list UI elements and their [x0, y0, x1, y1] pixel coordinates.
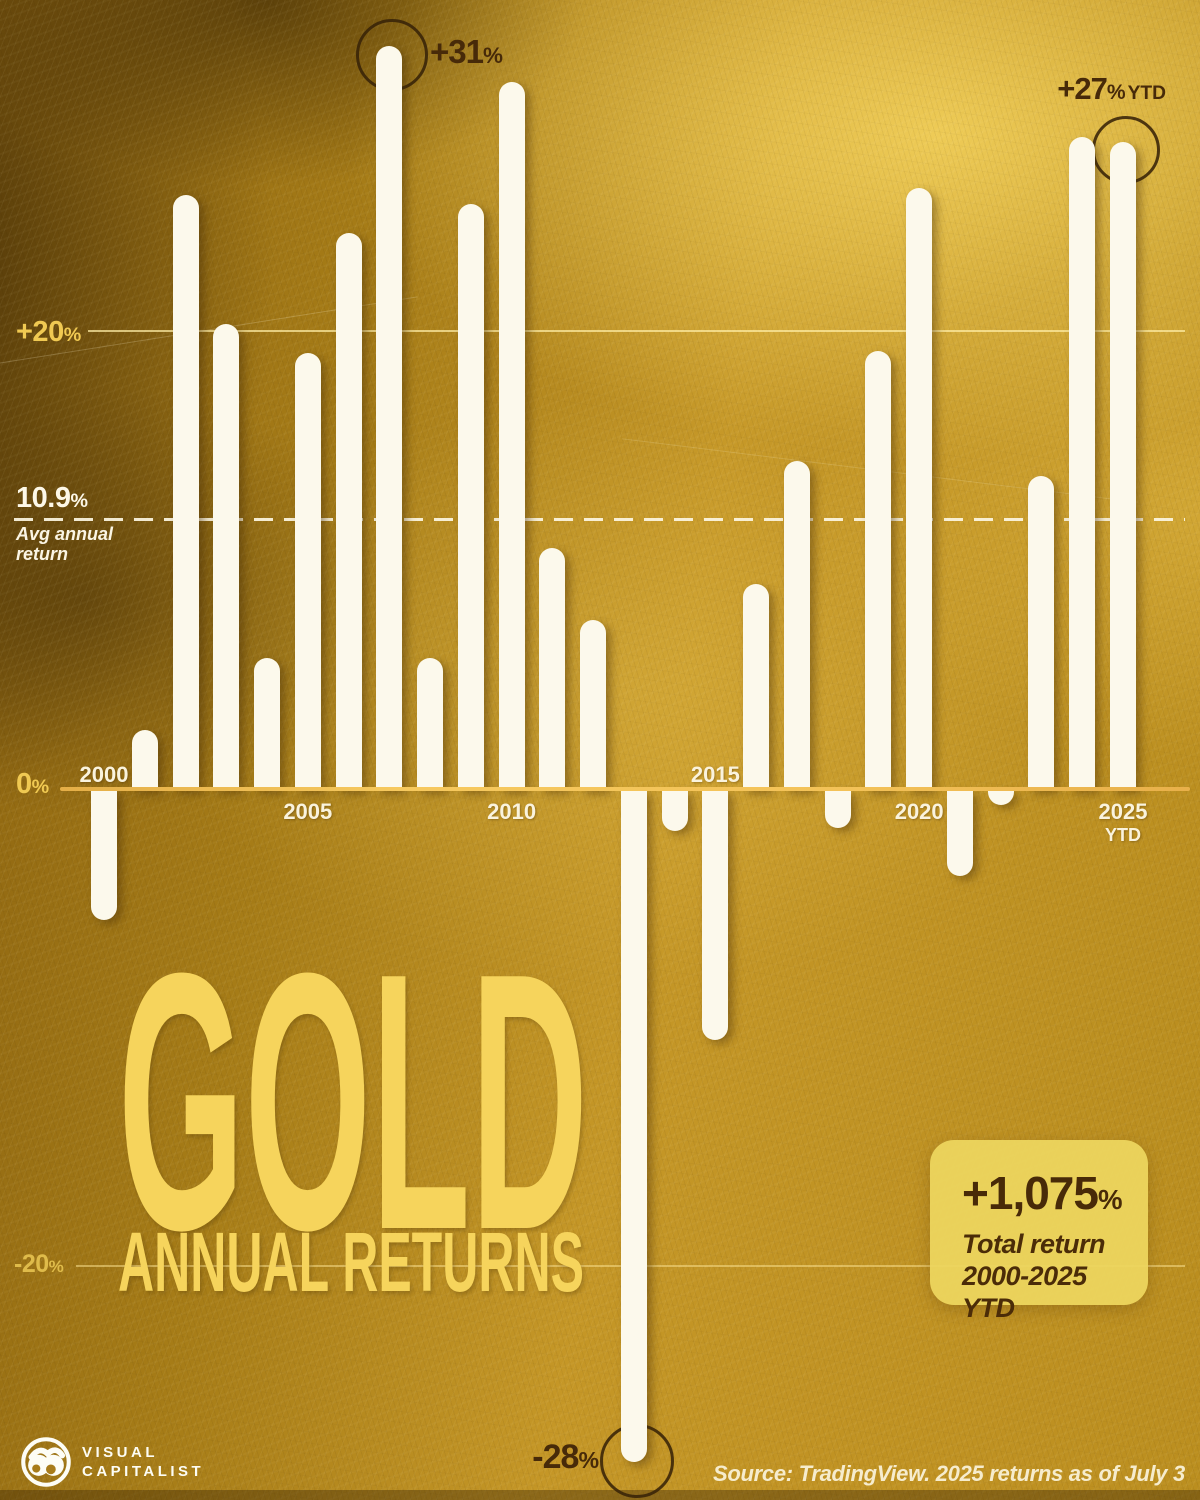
total-return-caption: Total return 2000-2025 YTD [962, 1229, 1106, 1323]
gridline-plus-20 [88, 330, 1185, 332]
bar-2021 [946, 790, 973, 877]
zero-axis-line [60, 787, 1190, 791]
bar-2001 [131, 730, 158, 790]
annotation-2013-low: -28% [532, 1438, 599, 1476]
bar-2010 [498, 82, 525, 790]
bar-2009 [457, 204, 484, 790]
bar-2008 [417, 658, 444, 790]
total-return-value: +1,075% [962, 1167, 1123, 1219]
bar-2013 [620, 790, 647, 1462]
title-annual-returns: ANNUAL RETURNS [118, 1215, 584, 1309]
bottom-shade [0, 1490, 1200, 1500]
annotation-2025-ytd: +27% YTD [1057, 71, 1166, 106]
title-block: GOLD ANNUAL RETURNS [118, 897, 588, 1309]
y-label-zero: 0% [16, 768, 49, 800]
y-label-avg-return: 10.9% [16, 482, 88, 514]
x-tick-2020: 2020 [894, 799, 944, 824]
title-gold: GOLD [118, 897, 588, 1306]
visual-capitalist-logo: VISUAL CAPITALIST [20, 1436, 204, 1488]
bar-2019 [865, 350, 892, 790]
bar-2005 [294, 353, 321, 790]
x-tick-2000: 2000 [79, 762, 129, 787]
x-tick-2015: 2015 [690, 762, 740, 787]
source-credit: Source: TradingView. 2025 returns as of … [712, 1461, 1185, 1486]
bar-2024 [1069, 137, 1096, 790]
x-tick-2025: 2025 YTD [1098, 799, 1148, 845]
bar-2004 [254, 658, 281, 790]
bar-2025-ytd [1110, 142, 1136, 790]
bar-2018 [824, 790, 851, 829]
total-return-badge: +1,075% Total return 2000-2025 YTD [930, 1140, 1148, 1323]
bar-2017 [783, 461, 810, 790]
bar-2023 [1028, 475, 1055, 790]
avg-return-caption: Avg annual return [16, 524, 114, 564]
avg-annual-return-dashed-line [14, 518, 1185, 521]
y-label-plus-20: +20% [16, 316, 81, 348]
bar-2014 [661, 790, 688, 831]
annotation-2007-peak: +31% [430, 33, 503, 70]
bar-2006 [335, 233, 362, 790]
y-label-minus-20: -20% [14, 1250, 64, 1278]
bar-2002 [172, 194, 199, 790]
x-tick-2005: 2005 [283, 799, 333, 824]
bar-2007 [376, 46, 403, 790]
visual-capitalist-logo-text: VISUAL CAPITALIST [82, 1444, 205, 1480]
x-tick-sub-YTD: YTD [1104, 825, 1141, 845]
bar-2022 [987, 790, 1014, 805]
bar-2015 [702, 790, 729, 1040]
visual-capitalist-logo-icon [21, 1437, 71, 1487]
bar-2011 [539, 547, 566, 790]
bar-2012 [580, 619, 607, 790]
bar-2016 [743, 583, 770, 790]
bar-2020 [906, 187, 933, 790]
bar-2003 [213, 324, 240, 790]
bar-2000 [91, 790, 117, 920]
x-tick-2010: 2010 [487, 799, 537, 824]
